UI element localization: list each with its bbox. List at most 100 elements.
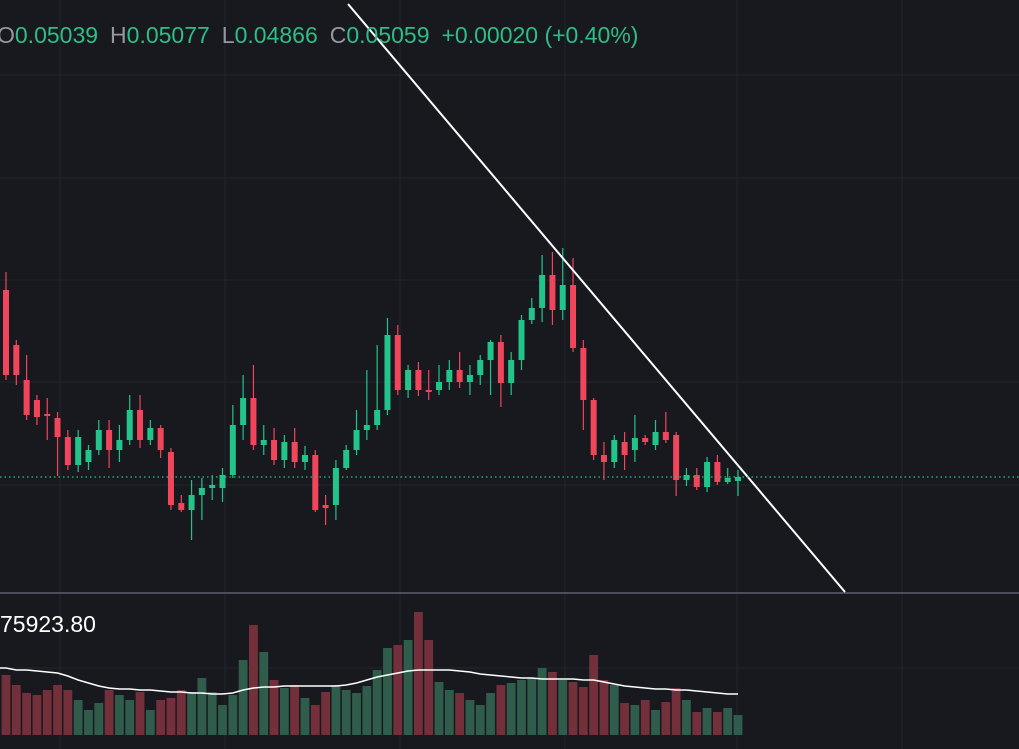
volume-bar [733,715,743,735]
open-value: 0.05039 [14,22,99,48]
volume-bar [176,690,186,735]
candle-body [415,370,422,390]
volume-bar [444,690,454,735]
ohlc-header: O0.05039 H0.05077 L0.04866 C0.05059 +0.00020… [0,22,638,49]
candle-body [343,450,350,468]
candle-body [250,398,257,445]
candle-body [332,468,339,505]
candle-body [188,495,195,510]
volume-ma-line [0,667,738,695]
volume-bar [496,685,506,735]
volume-bar [403,640,413,735]
volume-bar [475,705,485,735]
candle-body [126,410,133,440]
candle-body [240,398,247,425]
volume-bar [424,640,434,735]
candle-body [652,432,659,445]
candle-body [518,320,525,360]
candle-body [178,503,185,510]
candle-body [260,440,267,445]
volume-bar [135,692,145,735]
volume-bar [249,625,258,735]
candle-body [353,430,360,450]
volume-bar [352,693,361,735]
volume-bar [300,698,310,735]
candle-body [559,285,566,310]
candle-body [291,442,298,462]
volume-bar [651,710,660,735]
volume-bar [393,645,403,735]
candle-body [590,400,597,455]
candle-body [466,375,473,382]
candle-body [714,462,721,482]
candle-body [704,462,711,487]
candle-body [147,428,154,440]
volume-bar [269,680,279,735]
volume-bar [702,708,712,735]
trend-line[interactable] [347,3,846,593]
candle-body [209,485,216,488]
candle-body [95,430,102,450]
volume-bar [527,678,537,735]
volume-bar [32,695,42,735]
candle-body [611,440,618,462]
volume-bar [166,698,176,735]
volume-bar [53,685,62,735]
volume-bar [187,692,196,735]
low-value: 0.04866 [234,22,318,48]
candle-body [456,370,463,382]
candle-body [405,370,412,390]
volume-bar [465,700,475,735]
candle-body [662,432,669,440]
volume-bar [599,680,609,735]
candle-body [229,425,236,475]
volume-bar [723,708,733,735]
volume-bar [207,692,217,735]
candle-body [436,382,443,390]
candle-body [384,335,391,410]
volume-bar [620,703,629,735]
volume-bar [63,690,73,735]
candle-body [3,290,9,375]
candle-body [693,475,700,487]
candle-body [528,308,535,320]
candles [3,248,741,540]
volume-bar [197,678,207,735]
candle-body [198,488,205,495]
close-value: 0.05059 [346,22,430,48]
volume-bar [218,705,227,735]
volume-bar [434,682,444,735]
candle-body [44,414,51,416]
candle-body [477,360,484,375]
volume-bar [331,685,341,735]
volume-bar [661,702,671,735]
volume-bar [259,652,269,735]
candle-body [75,437,82,465]
volume-bar [609,685,619,735]
volume-bar [341,690,351,735]
volume-bar [372,670,382,735]
volume-bar [506,683,516,735]
volume-bar [455,693,465,735]
volume-bar [568,682,578,735]
candle-body [642,438,649,442]
volume-bar [578,687,588,735]
candle-body [580,348,587,400]
candle-body [312,455,319,510]
volume-bar [548,672,557,735]
volume-bar [630,705,640,735]
candle-body [425,390,432,392]
volume-bar [22,693,32,735]
volume-bar [362,686,372,735]
volume-bar [94,703,104,735]
volume-bar [712,712,722,735]
volume-bar [1,675,11,735]
candle-body [116,440,123,450]
candle-body [446,370,453,382]
volume-bar [383,648,392,735]
candle-body [322,505,329,508]
close-label: C [329,22,347,48]
candle-body [374,410,381,425]
candle-body [735,477,741,481]
high-value: 0.05077 [126,22,210,48]
